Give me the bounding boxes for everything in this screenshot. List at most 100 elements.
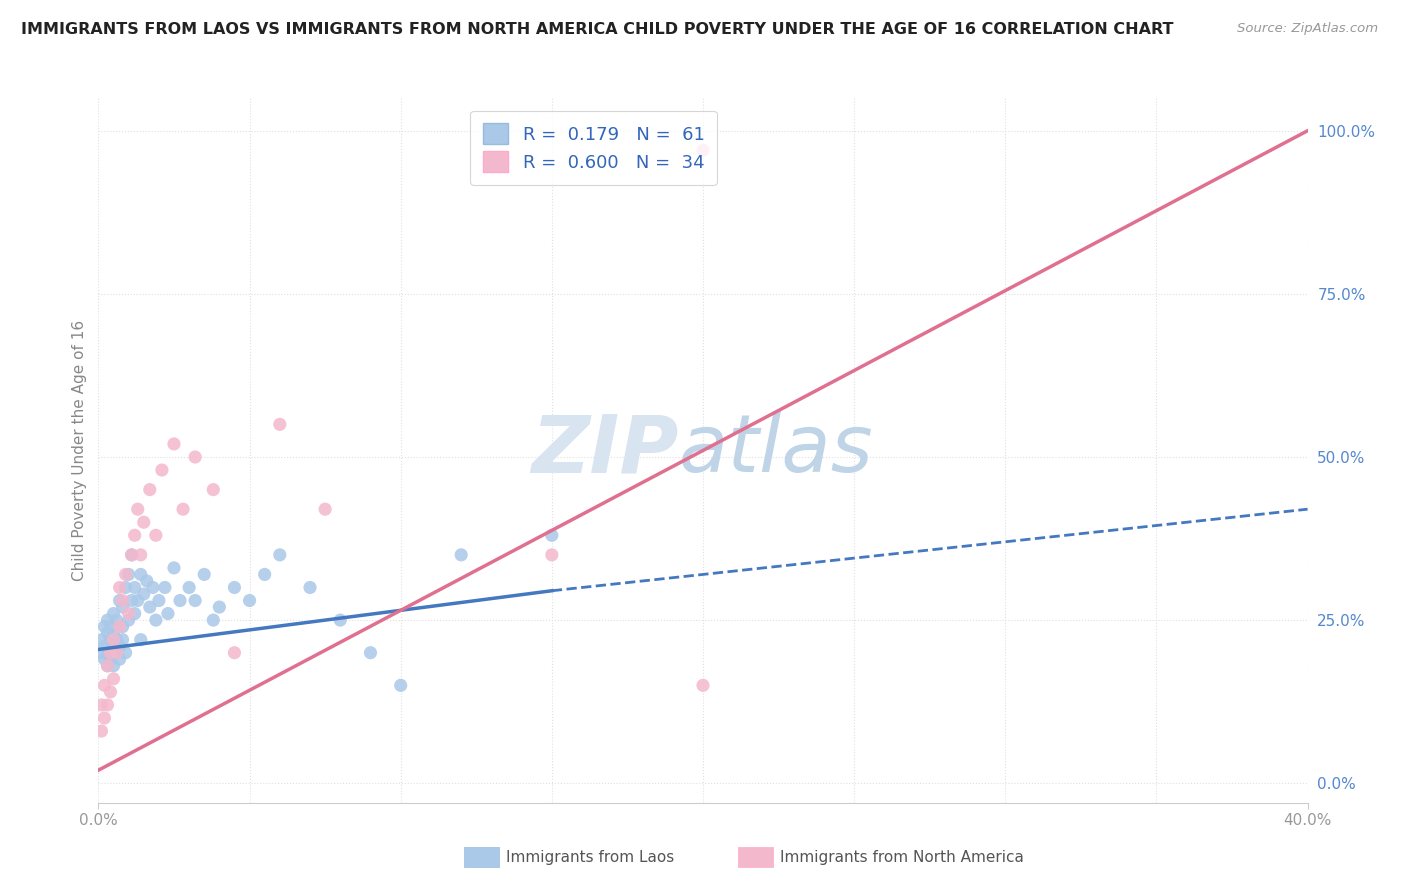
Point (202, 483, 225, 497)
Point (389, 678, 412, 692)
Point (93, 678, 115, 692)
Point (121, 593, 143, 607)
Point (692, 144, 714, 158)
Point (111, 593, 134, 607)
Point (105, 646, 128, 660)
Point (103, 626, 125, 640)
Point (93, 711, 115, 725)
Point (90, 724, 112, 739)
Point (114, 646, 136, 660)
Point (108, 620, 131, 634)
Point (239, 593, 262, 607)
Point (163, 561, 186, 575)
Y-axis label: Child Poverty Under the Age of 16: Child Poverty Under the Age of 16 (72, 320, 87, 581)
Point (96, 613, 118, 627)
Point (142, 581, 165, 595)
Point (692, 678, 714, 692)
Point (93, 652, 115, 666)
Point (103, 672, 125, 686)
Point (96, 626, 118, 640)
Point (148, 593, 170, 607)
Point (114, 581, 136, 595)
Point (103, 658, 125, 673)
Point (269, 417, 291, 432)
Text: ZIP: ZIP (531, 411, 679, 490)
Point (96, 658, 118, 673)
Point (114, 567, 136, 582)
Point (111, 600, 134, 615)
Point (450, 548, 472, 562)
Point (299, 581, 322, 595)
Point (360, 646, 382, 660)
Point (193, 567, 215, 582)
Point (111, 620, 134, 634)
Point (172, 502, 194, 516)
Point (150, 463, 173, 477)
Point (96, 698, 118, 712)
Point (90, 646, 112, 660)
Point (90, 698, 112, 712)
Point (145, 613, 167, 627)
Point (169, 593, 191, 607)
Point (139, 483, 162, 497)
Text: Source: ZipAtlas.com: Source: ZipAtlas.com (1237, 22, 1378, 36)
Point (129, 567, 152, 582)
Point (100, 652, 122, 666)
Point (202, 613, 225, 627)
Point (105, 632, 128, 647)
Point (253, 567, 276, 582)
Point (96, 658, 118, 673)
Point (118, 613, 141, 627)
Point (105, 646, 128, 660)
Point (118, 607, 141, 621)
Point (103, 607, 125, 621)
Point (156, 607, 179, 621)
Point (100, 632, 122, 647)
Point (105, 613, 128, 627)
Point (145, 528, 167, 542)
Point (224, 581, 246, 595)
Point (208, 600, 231, 615)
Point (118, 567, 141, 582)
Point (108, 593, 131, 607)
Point (153, 581, 176, 595)
Point (96, 646, 118, 660)
Legend: R =  0.179   N =  61, R =  0.600   N =  34: R = 0.179 N = 61, R = 0.600 N = 34 (470, 111, 717, 185)
Point (90, 632, 112, 647)
Point (132, 515, 155, 529)
Point (121, 548, 143, 562)
Point (93, 639, 115, 653)
Point (163, 437, 186, 451)
Text: Immigrants from Laos: Immigrants from Laos (506, 850, 675, 864)
Point (127, 593, 149, 607)
Point (121, 548, 143, 562)
Point (224, 646, 246, 660)
Point (111, 632, 134, 647)
Point (100, 685, 122, 699)
Point (329, 613, 352, 627)
Point (100, 646, 122, 660)
Point (124, 581, 146, 595)
Point (132, 587, 155, 601)
Point (124, 528, 146, 542)
Point (103, 632, 125, 647)
Point (184, 450, 207, 464)
Point (103, 639, 125, 653)
Text: atlas: atlas (679, 411, 873, 490)
Point (179, 581, 201, 595)
Point (100, 620, 122, 634)
Point (135, 574, 157, 588)
Point (540, 548, 562, 562)
Point (314, 502, 336, 516)
Point (108, 581, 131, 595)
Point (108, 652, 131, 666)
Point (93, 620, 115, 634)
Point (127, 502, 149, 516)
Text: Immigrants from North America: Immigrants from North America (780, 850, 1024, 864)
Point (108, 639, 131, 653)
Point (129, 548, 152, 562)
Point (269, 548, 291, 562)
Point (129, 632, 152, 647)
Point (184, 593, 207, 607)
Point (139, 600, 162, 615)
